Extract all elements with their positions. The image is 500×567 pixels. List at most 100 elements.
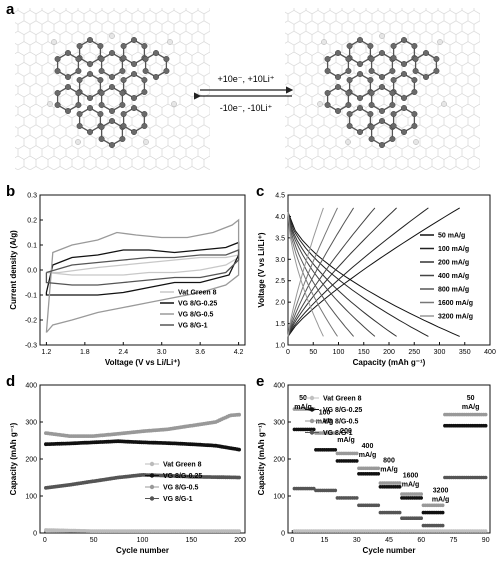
hydrogen-atom <box>345 139 351 145</box>
rate-label-value: 200 <box>340 428 352 435</box>
hydrogen-atom <box>437 39 443 45</box>
charge-curve-800-ma-g <box>287 207 355 337</box>
carbon-atom <box>324 67 331 74</box>
discharge-curve-100-ma-g <box>287 211 429 337</box>
x-tick-label: 150 <box>358 349 370 356</box>
carbon-atom <box>368 89 375 96</box>
plot-frame <box>39 384 246 534</box>
carbon-atom <box>423 73 430 80</box>
x-tick-label: 30 <box>353 537 361 544</box>
carbon-atom <box>433 56 440 63</box>
legend-marker <box>149 496 155 501</box>
carbon-atom <box>163 67 170 74</box>
carbon-atom <box>98 101 105 108</box>
carbon-atom <box>142 67 149 74</box>
legend-marker <box>149 484 155 490</box>
legend-marker <box>149 461 155 467</box>
rate-label-value: 50 <box>299 395 307 402</box>
carbon-atom <box>76 110 83 117</box>
carbon-atom <box>86 104 93 111</box>
data-point-vg-8-g-0-5 <box>397 481 402 485</box>
y-tick-label: 0.1 <box>27 243 37 250</box>
data-point-vg-8-g-0-25 <box>312 427 316 432</box>
lithiated-molecule-right <box>317 33 447 148</box>
data-point-vg-8-g-0-25 <box>333 448 338 452</box>
carbon-atom <box>335 107 342 114</box>
x-tick-label: 75 <box>450 537 458 544</box>
y-tick-label: 0 <box>281 531 285 538</box>
discharge-curve-1600-ma-g <box>287 212 338 337</box>
data-point-vg-8-g-0-5 <box>419 492 424 496</box>
carbon-atom <box>76 76 83 83</box>
carbon-atom <box>108 83 115 90</box>
data-point-vg-8-g-1 <box>419 516 424 520</box>
data-point-vg-8-g-1 <box>237 475 242 480</box>
data-point-vg-8-g-0-5 <box>376 466 381 471</box>
rate-label-value: 3200 <box>433 487 449 494</box>
x-tick-label: 150 <box>185 537 197 544</box>
x-tick-label: 45 <box>385 537 393 544</box>
y-axis-label: Voltage (V vs Li/Li⁺) <box>257 232 266 308</box>
panel-d-cycling-chart: d 0 50 100 150 200 0 100 200 300 400 Cycle number C… <box>6 373 246 555</box>
carbon-atom <box>411 122 418 129</box>
y-tick-label: 2.5 <box>275 278 285 285</box>
legend-label: VG 8/G-0.25 <box>163 473 202 480</box>
carbon-atom <box>130 70 137 77</box>
x-tick-label: 400 <box>484 349 496 356</box>
carbon-atom <box>75 56 82 63</box>
hydrogen-atom <box>321 39 327 45</box>
carbon-atom <box>346 43 353 50</box>
carbon-atom <box>368 135 375 142</box>
data-point-vg-8-g-1 <box>355 496 359 500</box>
data-point-vg-8-g-0-25 <box>419 496 424 500</box>
data-point-vg-8-g-1 <box>483 475 488 480</box>
reverse-reaction-label: -10e⁻, -10Li⁺ <box>220 103 273 113</box>
x-axis-label: Cycle number <box>363 546 416 555</box>
hydrogen-atom <box>143 139 149 145</box>
carbon-atom <box>98 135 105 142</box>
panel-c-charge-curves-chart: c 0 50 100 150 200 250 300 350 400 1.0 1.5 2.0 2.5 3.… <box>256 183 496 367</box>
y-tick-label: 200 <box>25 457 37 464</box>
rate-label-unit: mA/g <box>462 404 480 411</box>
carbon-atom <box>163 56 170 63</box>
carbon-atom <box>130 128 137 135</box>
carbon-atom <box>357 128 364 135</box>
rate-label-value: 400 <box>362 443 374 450</box>
carbon-atom <box>108 107 115 114</box>
legend-label: 800 mA/g <box>438 287 469 294</box>
carbon-atom <box>64 73 71 80</box>
hydrogen-atom <box>379 33 385 39</box>
carbon-atom <box>401 104 408 111</box>
discharge-curve-50-ma-g <box>287 211 460 337</box>
carbon-atom <box>357 104 364 111</box>
data-point-vg-8-g-1 <box>440 523 445 528</box>
hydrogen-atom <box>171 101 177 107</box>
data-point-vat-green-8 <box>237 529 242 533</box>
data-point-vg-8-g-0-5 <box>237 412 242 417</box>
discharge-curve-400-ma-g <box>287 212 376 337</box>
y-tick-label: 4.0 <box>275 214 285 221</box>
legend-label: 3200 mA/g <box>438 314 473 321</box>
x-tick-label: 50 <box>90 537 98 544</box>
carbon-atom <box>54 89 61 96</box>
carbon-atom <box>367 43 374 50</box>
data-point-vg-8-g-0-5 <box>440 503 445 508</box>
carbon-atom <box>86 37 93 44</box>
carbon-atom <box>335 83 342 90</box>
carbon-atom <box>379 73 386 80</box>
panel-e-rate-chart: e 0 15 30 45 60 75 90 0 100 200 300 400 Cycle number… <box>256 373 491 555</box>
panel-b-cv-chart: b 1.2 1.8 2.4 3.0 3.6 4.2 -0.3 -0.2 -0.1 0.0 0.1 0.… <box>6 183 246 367</box>
charge-curve-400-ma-g <box>287 207 376 337</box>
data-point-vg-8-g-0-25 <box>440 510 445 515</box>
y-tick-label: -0.1 <box>25 293 37 300</box>
carbon-atom <box>367 110 374 117</box>
y-tick-label: 100 <box>273 494 285 501</box>
panel-letter-a: a <box>6 1 15 18</box>
hydrogen-atom <box>167 39 173 45</box>
carbon-atom <box>345 89 352 96</box>
carbon-atom <box>411 110 418 117</box>
panel-a-schematic: a +10e⁻, +10Li⁺ -10e⁻, -10Li⁺ <box>6 1 480 170</box>
rate-label-value: 100 <box>319 410 331 417</box>
y-tick-label: 2.0 <box>275 300 285 307</box>
